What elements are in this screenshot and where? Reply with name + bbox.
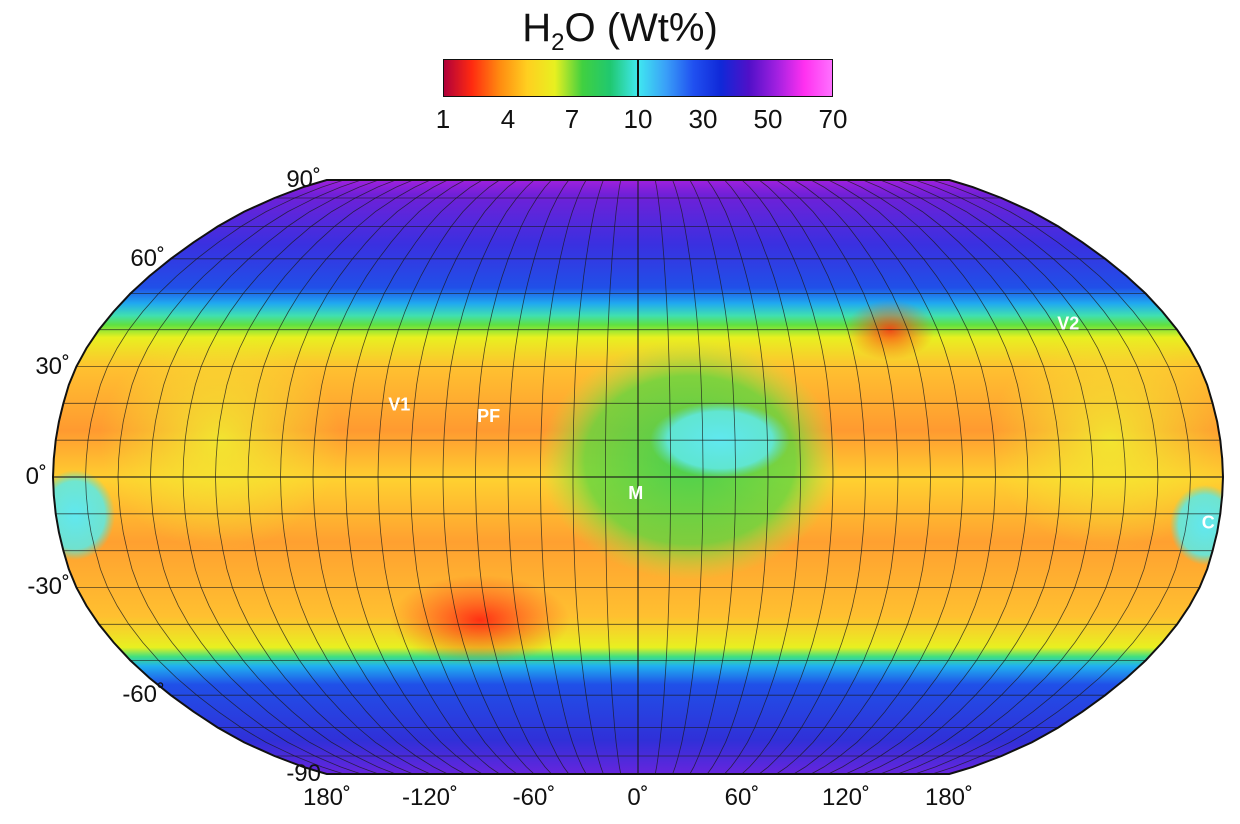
- map-label-site-c: C: [1202, 513, 1215, 533]
- map-surface: [53, 180, 1223, 774]
- map-label-site-m: M: [628, 483, 643, 503]
- map-labels: V1 PF M V2 C: [388, 314, 1214, 533]
- colorbar-tick: 7: [564, 104, 580, 134]
- lat-label: 90˚: [286, 166, 321, 193]
- lat-label: 30˚: [35, 353, 70, 380]
- graticule: [53, 180, 1223, 774]
- colorbar-tick: 70: [818, 104, 848, 134]
- lat-label: -90: [286, 760, 321, 787]
- map-label-site-pf: PF: [477, 406, 500, 426]
- legend-title: H2O (Wt%): [522, 6, 718, 56]
- colorbar-tick: 10: [623, 104, 653, 134]
- lon-label: 60˚: [724, 784, 760, 811]
- map-label-site-v1: V1: [388, 395, 410, 415]
- lat-label: 0˚: [25, 463, 47, 490]
- lon-label: -120˚: [401, 784, 459, 811]
- lon-label: 180˚: [924, 784, 974, 811]
- lat-label: -30˚: [27, 573, 70, 600]
- map-outline: [51, 179, 1225, 775]
- colorbar-tick: 50: [753, 104, 783, 134]
- lon-label: 0˚: [627, 784, 649, 811]
- lon-label: -60˚: [512, 784, 556, 811]
- colorbar-divider: [637, 60, 639, 96]
- colorbar-tick: 30: [688, 104, 718, 134]
- colorbar-tick: 1: [435, 104, 451, 134]
- map-label-site-v2: V2: [1057, 314, 1079, 334]
- lat-label: -60˚: [122, 681, 165, 708]
- lat-label: 60˚: [130, 245, 165, 272]
- lon-label: 120˚: [821, 784, 871, 811]
- colorbar: [443, 59, 833, 97]
- lon-label: 180˚: [302, 784, 352, 811]
- colorbar-tick: 4: [500, 104, 516, 134]
